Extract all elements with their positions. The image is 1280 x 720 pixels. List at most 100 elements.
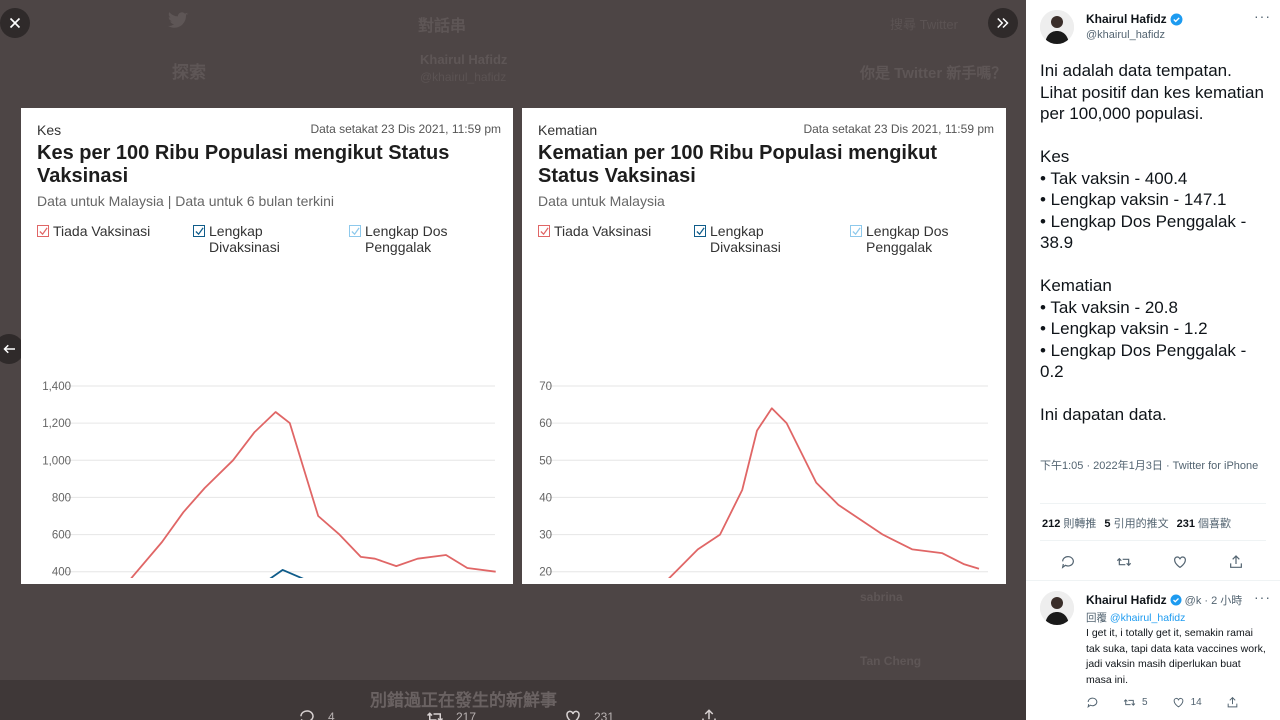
retweet-button[interactable]: 5 xyxy=(1123,696,1148,709)
retweet-icon xyxy=(1123,699,1136,706)
legend-label: Lengkap Divaksinasi xyxy=(710,223,781,255)
reply-button[interactable] xyxy=(1060,554,1076,570)
divider xyxy=(1026,580,1280,581)
chart-category: Kes xyxy=(37,122,62,138)
chart-subtitle: Data untuk Malaysia | Data untuk 6 bulan… xyxy=(37,193,335,209)
bg-reply-button[interactable]: 4 xyxy=(298,708,335,720)
verified-icon xyxy=(1170,13,1183,25)
legend-check-icon xyxy=(694,225,706,237)
bg-share-button[interactable] xyxy=(700,708,718,720)
y-tick-label: 1,000 xyxy=(42,455,71,467)
y-tick-label: 50 xyxy=(539,455,552,467)
bg-sidebar-user: sabrina xyxy=(860,590,903,604)
previous-image-button[interactable] xyxy=(0,334,24,364)
close-button[interactable] xyxy=(0,8,30,38)
retweet-button[interactable] xyxy=(1116,554,1132,570)
chart-legend: Tiada Vaksinasi Lengkap Divaksinasi Leng… xyxy=(538,223,1008,259)
legend-check-icon xyxy=(37,225,49,237)
retweet-icon xyxy=(1116,557,1132,567)
reply-icon xyxy=(300,710,314,720)
legend-label: Lengkap Divaksinasi xyxy=(209,223,280,255)
y-tick-label: 400 xyxy=(52,567,71,578)
tweet-panel: Khairul Hafidz @khairul_hafidz ··· Ini a… xyxy=(1026,0,1280,720)
bottom-banner-text: 別錯過正在發生的新鮮事 xyxy=(370,691,557,710)
like-stat[interactable]: 231 個喜歡 xyxy=(1176,518,1232,530)
series-line-0 xyxy=(130,411,496,578)
share-button[interactable] xyxy=(1226,696,1239,709)
twitter-logo-icon xyxy=(167,12,189,28)
more-icon[interactable]: ··· xyxy=(1254,8,1271,24)
avatar-image xyxy=(1040,591,1074,625)
retweet-stat[interactable]: 212 則轉推 xyxy=(1042,518,1097,530)
share-icon xyxy=(1230,555,1242,568)
expand-icon xyxy=(997,17,1009,29)
reply-author-name-text: Khairul Hafidz xyxy=(1086,593,1167,607)
legend-unvaccinated: Tiada Vaksinasi xyxy=(37,223,150,239)
bg-author-name: Khairul Hafidz xyxy=(420,52,508,67)
expand-panel-button[interactable] xyxy=(988,8,1018,38)
legend-label: Tiada Vaksinasi xyxy=(554,223,652,239)
like-button[interactable] xyxy=(1172,554,1188,570)
legend-booster: Lengkap Dos Penggalak xyxy=(850,223,949,255)
deaths-line-chart: 010203040506070JulOgoSepOktNovDis xyxy=(539,381,988,578)
legend-label: Tiada Vaksinasi xyxy=(53,223,151,239)
reply-handle-time: @k · 2 小時 xyxy=(1184,595,1243,607)
new-to-twitter: 你是 Twitter 新手嗎？ xyxy=(860,65,1007,82)
y-tick-label: 600 xyxy=(52,530,71,542)
back-arrow-icon xyxy=(3,344,15,354)
tweet-author-handle[interactable]: @khairul_hafidz xyxy=(1086,29,1166,41)
reply-button[interactable] xyxy=(1086,696,1099,709)
bg-retweet-count: 217 xyxy=(456,710,477,720)
search-placeholder: 搜尋 Twitter xyxy=(890,17,958,32)
bg-like-count: 231 xyxy=(594,710,615,720)
like-icon xyxy=(566,710,580,720)
y-tick-label: 1,200 xyxy=(42,418,71,430)
avatar[interactable] xyxy=(1040,10,1074,44)
chart-title: Kematian per 100 Ribu Populasi mengikut … xyxy=(538,142,937,187)
share-icon xyxy=(1227,696,1238,708)
like-button[interactable]: 14 xyxy=(1172,696,1202,709)
reply-text: I get it, i totally get it, semakin rama… xyxy=(1086,627,1266,686)
legend-unvaccinated: Tiada Vaksinasi xyxy=(538,223,651,239)
avatar-image xyxy=(1040,10,1074,44)
verified-icon xyxy=(1170,594,1182,606)
y-tick-label: 1,400 xyxy=(42,381,71,393)
tweet-author-name[interactable]: Khairul Hafidz xyxy=(1086,12,1183,26)
y-tick-label: 30 xyxy=(539,530,552,542)
chart-title: Kes per 100 Ribu Populasi mengikut Statu… xyxy=(37,142,450,187)
chart-date: Data setakat 23 Dis 2021, 11:59 pm xyxy=(310,122,501,136)
y-tick-label: 20 xyxy=(539,567,552,578)
cases-chart-card[interactable]: Kes Data setakat 23 Dis 2021, 11:59 pm K… xyxy=(21,108,513,584)
reply-avatar[interactable] xyxy=(1040,591,1074,625)
reply-author-name[interactable]: Khairul Hafidz @k · 2 小時 xyxy=(1086,592,1242,608)
chart-date: Data setakat 23 Dis 2021, 11:59 pm xyxy=(803,122,994,136)
series-line-1 xyxy=(269,568,304,578)
bg-retweet-button[interactable]: 217 xyxy=(426,708,476,720)
divider xyxy=(1040,540,1266,541)
author-name-text: Khairul Hafidz xyxy=(1086,12,1167,26)
share-icon xyxy=(702,709,716,720)
deaths-chart-card[interactable]: Kematian Data setakat 23 Dis 2021, 11:59… xyxy=(522,108,1006,584)
y-tick-label: 70 xyxy=(539,381,552,393)
more-icon[interactable]: ··· xyxy=(1254,589,1271,605)
tweet-meta[interactable]: 下午1:05 · 2022年1月3日 · Twitter for iPhone xyxy=(1040,460,1259,472)
chart-category: Kematian xyxy=(538,122,598,138)
reply-icon xyxy=(1087,697,1098,708)
reply-icon xyxy=(1061,556,1074,569)
reply-retweet-count: 5 xyxy=(1142,697,1148,708)
share-button[interactable] xyxy=(1228,554,1244,570)
cases-line-chart: 02004006008001,0001,2001,400JulOgoSepOkt… xyxy=(42,381,496,578)
like-icon xyxy=(1173,697,1183,708)
legend-vaccinated: Lengkap Divaksinasi xyxy=(694,223,781,255)
legend-label: Lengkap Dos Penggalak xyxy=(866,223,949,255)
bg-sidebar-user-2: Tan Cheng xyxy=(860,654,922,668)
like-icon xyxy=(1174,556,1186,569)
bg-like-button[interactable]: 231 xyxy=(564,708,614,720)
divider xyxy=(1040,503,1266,504)
tweet-actions xyxy=(1060,554,1244,570)
quote-stat[interactable]: 5 引用的推文 xyxy=(1104,518,1169,530)
legend-check-icon xyxy=(349,225,361,237)
nav-explore-label: 探索 xyxy=(172,63,206,82)
reply-to-link[interactable]: @khairul_hafidz xyxy=(1109,612,1186,624)
retweet-icon xyxy=(426,712,444,720)
